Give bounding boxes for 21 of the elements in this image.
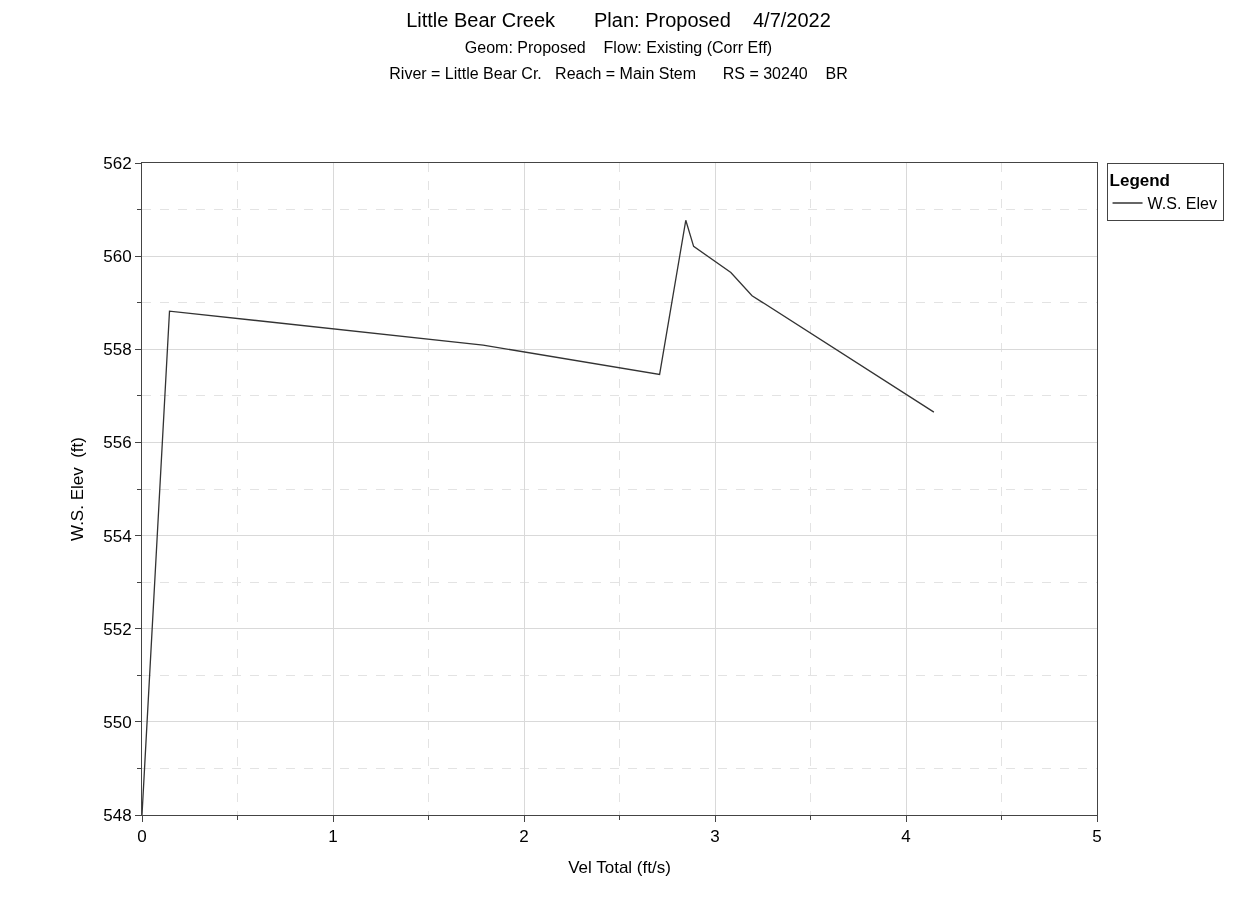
y-tick-label: 560 — [103, 247, 132, 267]
line-series — [142, 219, 935, 815]
y-tick-label: 552 — [103, 619, 132, 639]
x-tick-label: 0 — [137, 827, 147, 847]
y-tick-label: 562 — [103, 153, 132, 173]
legend-label: W.S. Elev — [1147, 195, 1217, 213]
chart-subtitle: Geom: Proposed Flow: Existing (Corr Eff) River = Little Bear Cr. Reach = Main Stem RS = 30240 BR — [389, 39, 848, 83]
legend-title: Legend — [1109, 171, 1170, 191]
x-axis-title: Vel Total (ft/s) — [568, 857, 671, 877]
chart-title: Little Bear Creek Plan: Proposed 4/7/2022 — [406, 9, 831, 32]
y-tick-label: 548 — [103, 805, 132, 825]
y-tick-label: 554 — [103, 526, 132, 546]
x-tick-label: 2 — [519, 827, 529, 847]
x-tick-label: 4 — [901, 827, 911, 847]
x-tick-label: 3 — [710, 827, 720, 847]
x-tick-label: 5 — [1092, 827, 1102, 847]
y-axis-title: W.S. Elev (ft) — [67, 437, 87, 541]
y-tick-label: 558 — [103, 340, 132, 360]
y-tick-label: 550 — [103, 712, 132, 732]
y-tick-label: 556 — [103, 433, 132, 453]
x-tick-label: 1 — [328, 827, 338, 847]
